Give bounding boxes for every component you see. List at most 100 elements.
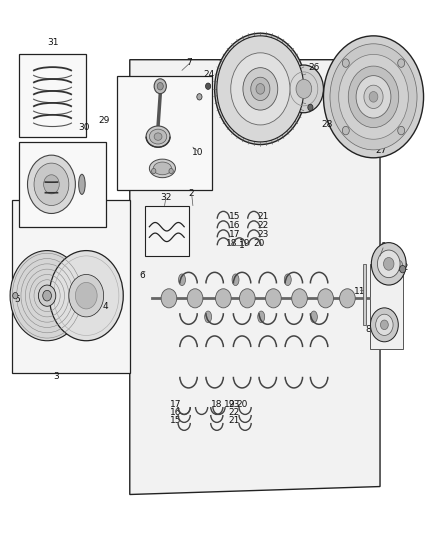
Text: 20: 20 xyxy=(236,400,247,409)
Circle shape xyxy=(308,104,313,111)
Ellipse shape xyxy=(146,126,170,147)
Ellipse shape xyxy=(153,162,172,175)
Text: 27: 27 xyxy=(375,147,387,156)
Circle shape xyxy=(152,168,156,174)
Text: 30: 30 xyxy=(78,123,90,132)
Text: 18: 18 xyxy=(226,239,238,248)
Circle shape xyxy=(44,175,59,194)
Bar xyxy=(145,206,188,256)
Circle shape xyxy=(376,314,393,335)
Text: 17: 17 xyxy=(170,400,181,409)
Bar xyxy=(371,264,403,349)
Ellipse shape xyxy=(149,159,176,177)
Text: 26: 26 xyxy=(308,63,320,71)
Circle shape xyxy=(323,36,424,158)
Text: 19: 19 xyxy=(224,400,235,409)
Circle shape xyxy=(343,126,349,135)
Circle shape xyxy=(39,285,56,306)
Circle shape xyxy=(339,54,408,139)
Circle shape xyxy=(398,59,405,67)
Ellipse shape xyxy=(284,274,291,286)
Circle shape xyxy=(215,289,231,308)
Circle shape xyxy=(215,33,306,144)
Text: 15: 15 xyxy=(170,416,181,425)
Text: 24: 24 xyxy=(204,69,215,78)
Bar xyxy=(117,76,212,190)
Text: 9: 9 xyxy=(380,243,386,252)
Text: 10: 10 xyxy=(192,148,204,157)
Text: 11: 11 xyxy=(354,287,365,296)
Circle shape xyxy=(330,44,417,150)
Ellipse shape xyxy=(179,274,185,286)
Circle shape xyxy=(381,320,389,329)
Circle shape xyxy=(371,308,398,342)
Text: 32: 32 xyxy=(160,193,172,202)
Text: 23: 23 xyxy=(229,400,240,409)
Circle shape xyxy=(343,59,349,67)
Circle shape xyxy=(240,289,255,308)
Circle shape xyxy=(187,289,203,308)
Ellipse shape xyxy=(149,129,167,144)
Text: 8: 8 xyxy=(365,325,371,334)
Circle shape xyxy=(154,79,166,94)
Ellipse shape xyxy=(154,133,162,140)
Text: 20: 20 xyxy=(253,239,265,248)
Text: 25: 25 xyxy=(265,46,277,55)
Circle shape xyxy=(251,77,270,101)
Text: 1: 1 xyxy=(239,241,245,250)
Circle shape xyxy=(197,94,202,100)
Text: 22: 22 xyxy=(258,221,269,230)
Ellipse shape xyxy=(311,311,318,322)
Circle shape xyxy=(28,155,75,214)
Text: 14: 14 xyxy=(372,331,383,340)
Circle shape xyxy=(75,282,97,309)
Bar xyxy=(12,200,130,373)
Circle shape xyxy=(399,265,406,273)
Text: 13: 13 xyxy=(385,253,397,262)
Circle shape xyxy=(348,66,399,127)
Circle shape xyxy=(292,289,307,308)
Circle shape xyxy=(356,76,391,118)
Bar xyxy=(19,54,86,136)
Circle shape xyxy=(43,290,51,301)
Circle shape xyxy=(243,68,278,110)
Text: 3: 3 xyxy=(53,372,59,381)
Circle shape xyxy=(256,84,265,94)
Circle shape xyxy=(49,251,123,341)
Circle shape xyxy=(217,36,304,142)
Circle shape xyxy=(169,168,173,174)
Text: 7: 7 xyxy=(187,58,192,67)
Text: 22: 22 xyxy=(229,408,240,417)
Text: 29: 29 xyxy=(99,116,110,125)
Text: 6: 6 xyxy=(139,271,145,280)
Circle shape xyxy=(205,83,211,90)
Circle shape xyxy=(296,79,312,99)
Circle shape xyxy=(318,289,333,308)
Circle shape xyxy=(161,289,177,308)
Text: 15: 15 xyxy=(230,212,241,221)
Text: 16: 16 xyxy=(230,221,241,230)
Text: 5: 5 xyxy=(14,295,20,304)
Text: 21: 21 xyxy=(258,212,269,221)
Circle shape xyxy=(339,289,355,308)
Text: 31: 31 xyxy=(47,38,59,47)
Ellipse shape xyxy=(258,311,265,322)
Text: 19: 19 xyxy=(239,239,251,248)
Circle shape xyxy=(231,53,290,125)
Circle shape xyxy=(364,85,383,109)
Ellipse shape xyxy=(205,311,212,322)
Ellipse shape xyxy=(79,174,85,195)
Text: 21: 21 xyxy=(229,416,240,425)
Text: 28: 28 xyxy=(321,120,332,129)
Text: 2: 2 xyxy=(189,189,194,198)
Text: 17: 17 xyxy=(230,230,241,239)
Circle shape xyxy=(398,126,405,135)
Text: 12: 12 xyxy=(398,263,409,272)
Circle shape xyxy=(384,257,394,270)
Circle shape xyxy=(10,251,84,341)
Ellipse shape xyxy=(232,274,239,286)
Circle shape xyxy=(157,83,163,90)
Text: 4: 4 xyxy=(102,302,108,311)
Circle shape xyxy=(69,274,104,317)
Circle shape xyxy=(369,92,378,102)
